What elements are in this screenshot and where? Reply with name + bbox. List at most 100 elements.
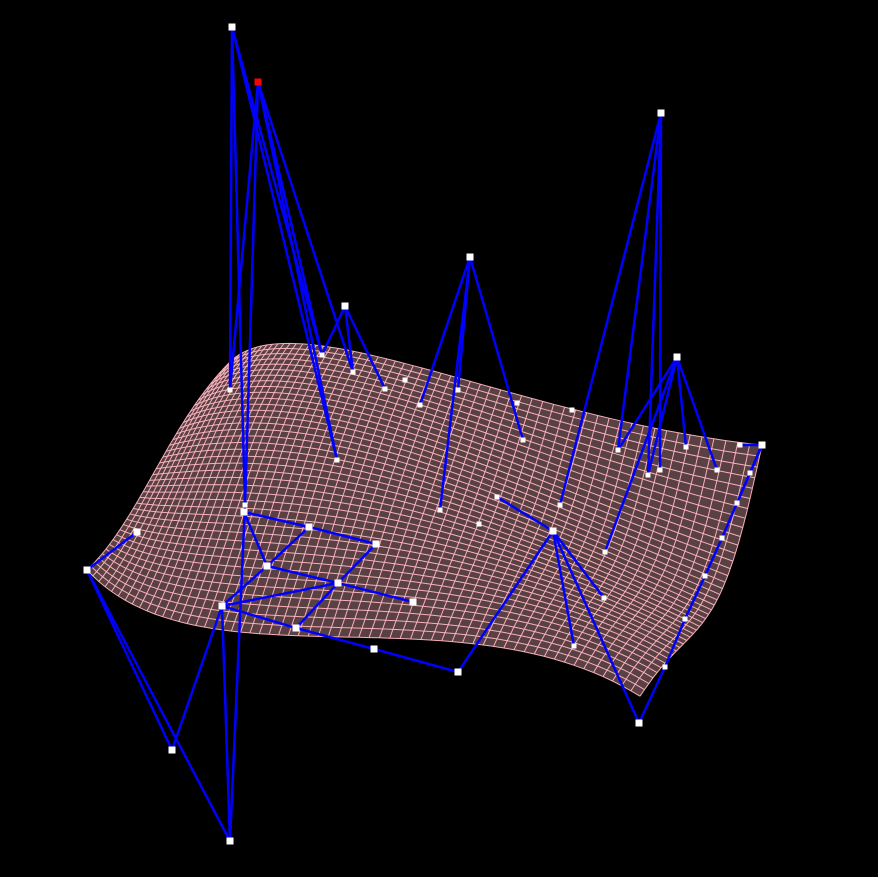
control-point[interactable] bbox=[455, 387, 461, 393]
control-point[interactable] bbox=[227, 387, 233, 393]
control-point[interactable] bbox=[334, 457, 340, 463]
control-point[interactable] bbox=[734, 500, 740, 506]
surface-isoline-v bbox=[146, 484, 703, 624]
control-net-edge bbox=[337, 581, 414, 604]
control-net-edge bbox=[242, 511, 269, 567]
control-point[interactable] bbox=[549, 527, 557, 535]
surface-isoline-v bbox=[86, 569, 641, 697]
control-net-edge bbox=[496, 495, 554, 533]
control-point[interactable] bbox=[635, 719, 643, 727]
control-point[interactable] bbox=[662, 664, 668, 670]
control-point[interactable] bbox=[682, 616, 688, 622]
control-net-edge bbox=[85, 569, 174, 751]
control-point[interactable] bbox=[218, 602, 226, 610]
control-point[interactable] bbox=[133, 528, 141, 536]
surface-isoline-v bbox=[183, 409, 734, 562]
control-point[interactable] bbox=[372, 540, 380, 548]
control-point[interactable] bbox=[263, 562, 271, 570]
control-point[interactable] bbox=[240, 508, 248, 516]
control-net-edge bbox=[230, 26, 247, 506]
control-point[interactable] bbox=[683, 444, 689, 450]
control-point[interactable] bbox=[571, 643, 577, 649]
control-point[interactable] bbox=[417, 402, 423, 408]
control-point[interactable] bbox=[557, 502, 563, 508]
control-net-edge bbox=[337, 543, 377, 584]
surface-isoline-v bbox=[209, 369, 751, 499]
control-net-edge bbox=[603, 356, 679, 553]
control-point[interactable] bbox=[747, 470, 753, 476]
control-net-edge bbox=[228, 81, 260, 391]
control-net-edge bbox=[343, 305, 355, 373]
control-point[interactable] bbox=[569, 407, 575, 413]
surface-isoline-v bbox=[165, 442, 720, 595]
control-net-edge bbox=[675, 356, 719, 471]
control-point[interactable] bbox=[702, 573, 708, 579]
control-net-edge bbox=[320, 305, 347, 356]
control-point[interactable] bbox=[292, 624, 300, 632]
control-point[interactable] bbox=[83, 566, 91, 574]
control-net-edge bbox=[221, 565, 268, 607]
control-point[interactable] bbox=[242, 502, 248, 508]
control-point[interactable] bbox=[494, 494, 500, 500]
control-net-edge bbox=[683, 575, 707, 620]
selected-control-point[interactable] bbox=[254, 78, 262, 86]
control-point[interactable] bbox=[657, 109, 665, 117]
control-point[interactable] bbox=[466, 253, 474, 261]
control-point[interactable] bbox=[514, 400, 520, 406]
control-net-edge bbox=[456, 530, 555, 673]
control-point[interactable] bbox=[645, 472, 651, 478]
control-net-edge bbox=[230, 26, 339, 461]
control-point[interactable] bbox=[714, 467, 720, 473]
control-point[interactable] bbox=[305, 523, 313, 531]
control-point[interactable] bbox=[758, 441, 766, 449]
control-point[interactable] bbox=[226, 837, 234, 845]
control-point[interactable] bbox=[370, 645, 378, 653]
surface-isoline-v bbox=[136, 502, 694, 635]
control-net-edge bbox=[658, 112, 663, 471]
surface-isoline-v bbox=[90, 565, 645, 691]
control-net-edge bbox=[675, 356, 688, 448]
control-net-edge bbox=[295, 626, 375, 651]
surface-isoline-v bbox=[156, 462, 712, 611]
control-point[interactable] bbox=[520, 437, 526, 443]
control-point[interactable] bbox=[476, 521, 482, 527]
control-point[interactable] bbox=[350, 369, 356, 375]
surface-isoline-v bbox=[169, 435, 723, 589]
control-point[interactable] bbox=[601, 595, 607, 601]
surface-isoline-v bbox=[176, 422, 728, 577]
control-point[interactable] bbox=[615, 447, 621, 453]
control-point[interactable] bbox=[168, 746, 176, 754]
control-point[interactable] bbox=[657, 467, 663, 473]
control-net-edge bbox=[616, 356, 679, 451]
control-net-edge bbox=[220, 605, 232, 842]
control-point[interactable] bbox=[719, 535, 725, 541]
control-point[interactable] bbox=[737, 442, 743, 448]
surface-isoline-v bbox=[116, 534, 673, 656]
control-point[interactable] bbox=[319, 352, 325, 358]
control-point[interactable] bbox=[228, 23, 236, 31]
control-point[interactable] bbox=[437, 507, 443, 513]
control-point[interactable] bbox=[334, 579, 342, 587]
surface-isoline-v bbox=[172, 428, 726, 583]
control-point[interactable] bbox=[382, 386, 388, 392]
control-point[interactable] bbox=[402, 377, 408, 383]
control-net-edge bbox=[243, 81, 260, 506]
control-point[interactable] bbox=[602, 549, 608, 555]
control-point[interactable] bbox=[454, 668, 462, 676]
surface-isoline-v bbox=[214, 363, 753, 489]
control-point[interactable] bbox=[409, 598, 417, 606]
control-net-edge bbox=[266, 526, 310, 567]
surface-isoline-v bbox=[119, 529, 677, 652]
control-net-edge bbox=[646, 356, 679, 476]
control-net-edge bbox=[256, 81, 339, 461]
control-net-edge bbox=[663, 618, 687, 668]
surface-isoline-v bbox=[201, 380, 746, 519]
control-points[interactable] bbox=[83, 23, 766, 845]
control-net-edge bbox=[228, 26, 234, 391]
control-point[interactable] bbox=[341, 302, 349, 310]
control-net-edge bbox=[373, 647, 459, 674]
control-net-edge bbox=[221, 604, 297, 630]
control-point[interactable] bbox=[673, 353, 681, 361]
